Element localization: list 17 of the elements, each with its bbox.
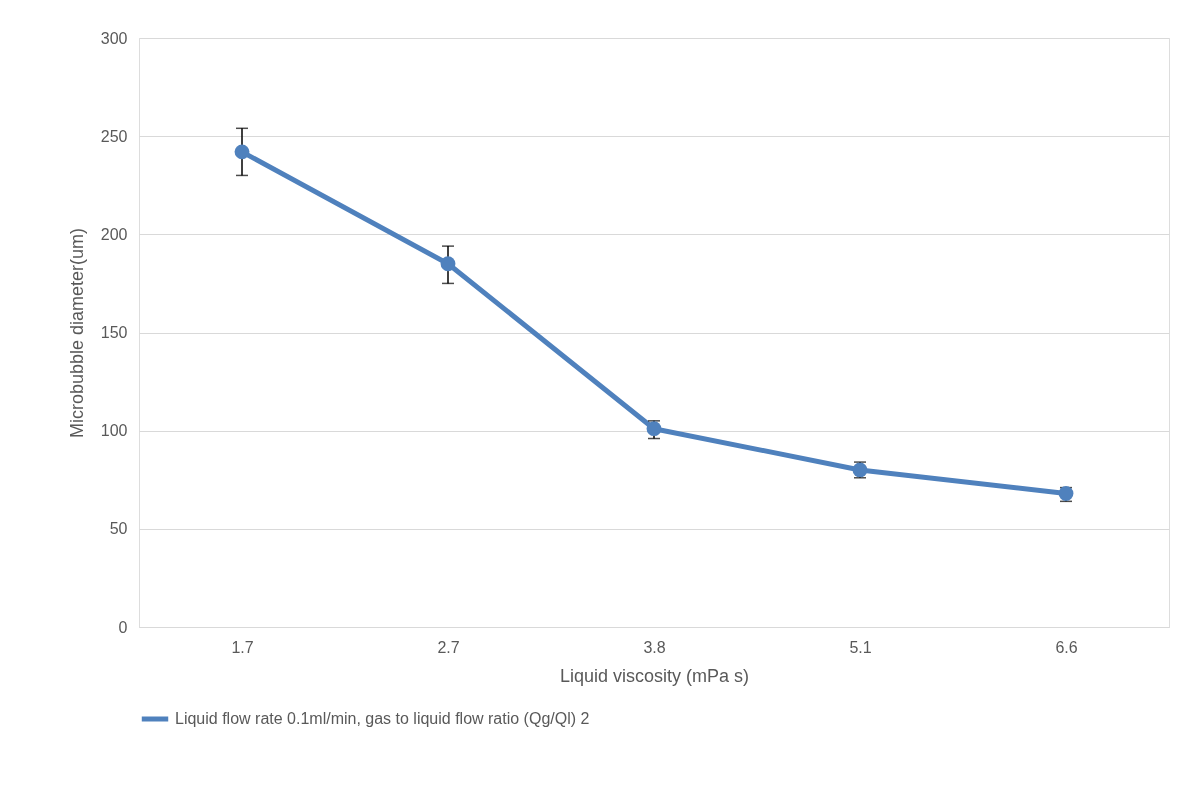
y-tick-label: 50 [109,520,128,538]
y-tick-label: 150 [100,324,128,341]
y-axis-title: Microbubble diameter(um) [66,227,87,439]
x-tick-label: 1.7 [231,638,254,656]
legend-label: Liquid flow rate 0.1ml/min, gas to liquid flow ratio (Qg/Ql) 2 [175,710,590,727]
y-tick-label: 300 [100,29,128,47]
y-tick-label: 250 [100,127,128,145]
x-tick-label: 6.6 [1055,638,1078,656]
y-tick-label: 0 [118,618,128,636]
y-tick-label: 200 [100,225,128,243]
point [440,256,456,272]
x-axis-title: Liquid viscosity (mPa s) [559,665,750,686]
y-tick-label: 100 [100,422,128,440]
point [234,144,250,160]
x-tick-label: 2.7 [437,638,460,656]
x-tick-label: 5.1 [849,638,872,656]
x-tick-label: 3.8 [643,638,666,656]
